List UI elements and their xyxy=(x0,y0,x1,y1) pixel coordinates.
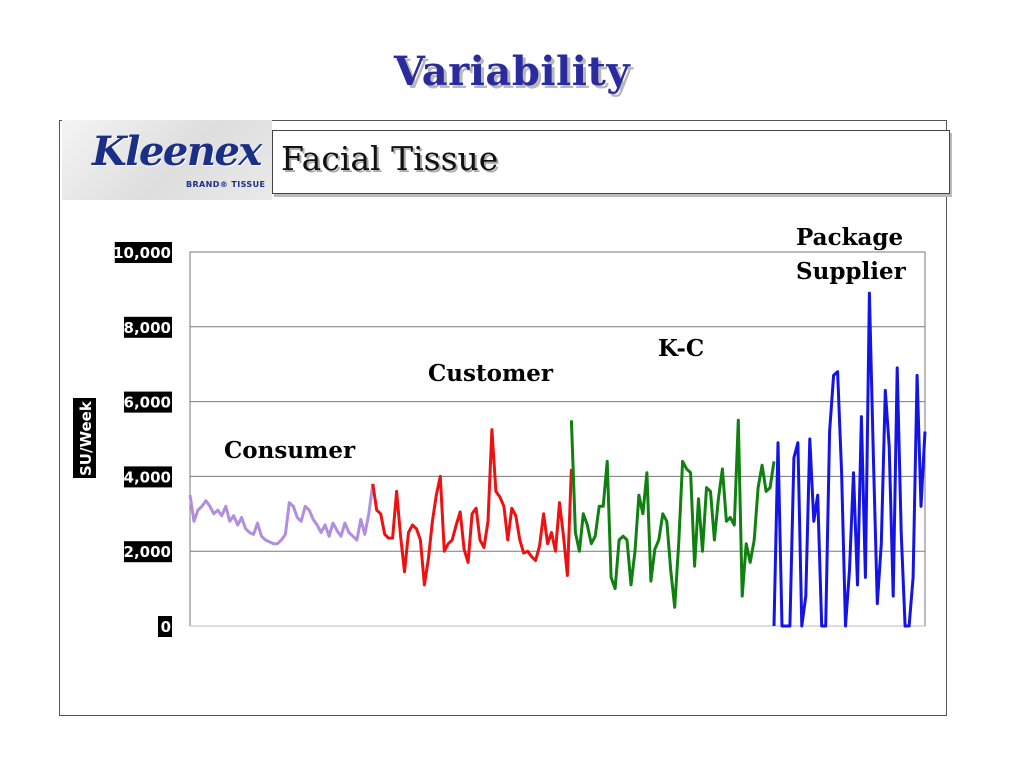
logo-subtext: BRAND® TISSUE xyxy=(186,180,266,189)
annotation-supplier: Supplier xyxy=(796,258,907,285)
y-tick-label-bg xyxy=(124,391,172,413)
annotation-k-c: K-C xyxy=(658,335,704,362)
y-tick-label-bg xyxy=(124,316,172,338)
chart-frame xyxy=(59,120,947,716)
y-tick-label: 8,000 xyxy=(124,319,171,337)
y-tick-label: 0 xyxy=(161,618,171,636)
y-tick-label-bg xyxy=(124,541,172,563)
series-line-consumer xyxy=(188,483,375,546)
y-tick-label: 10,000 xyxy=(113,244,171,262)
slide-title: Variability xyxy=(393,48,631,95)
annotation-customer: Customer xyxy=(428,360,554,387)
series-line-package-supplier xyxy=(772,291,927,628)
y-tick-label: 2,000 xyxy=(124,543,171,561)
y-tick-label-bg xyxy=(158,616,172,637)
series-line-k-c xyxy=(569,418,776,609)
y-axis-label-bg xyxy=(73,398,96,478)
y-tick-label: 4,000 xyxy=(124,468,171,486)
chart-header-band: Facial Tissue xyxy=(272,130,950,194)
annotation-package: Package xyxy=(796,224,903,251)
y-axis-label: SU/Week xyxy=(77,400,95,476)
series-line-customer xyxy=(371,428,573,587)
chart-header-title: Facial Tissue xyxy=(281,139,499,178)
y-tick-label-bg xyxy=(114,242,172,263)
y-tick-label: 6,000 xyxy=(124,394,171,412)
annotation-consumer: Consumer xyxy=(224,437,356,464)
kleenex-logo: Kleenex BRAND® TISSUE xyxy=(62,120,272,200)
y-tick-label-bg xyxy=(124,466,172,488)
logo-wordmark: Kleenex xyxy=(92,128,262,175)
